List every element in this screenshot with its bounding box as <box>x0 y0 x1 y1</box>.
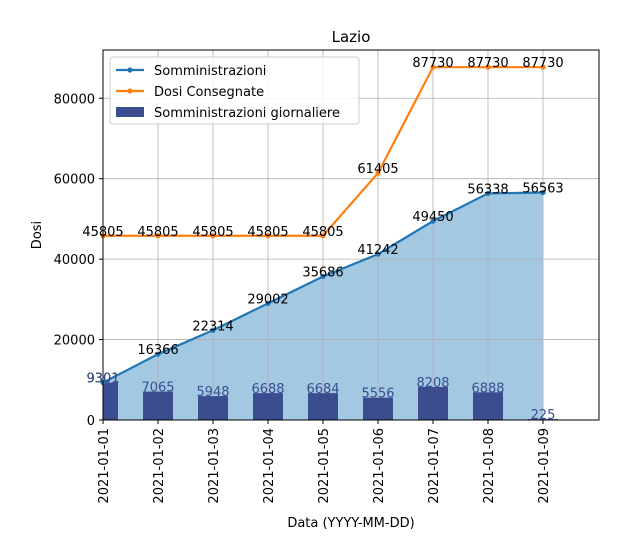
somministrazioni-data-label: 56338 <box>467 182 508 197</box>
y-tick-label: 80000 <box>54 92 95 107</box>
somministrazioni-point <box>430 218 436 224</box>
dosi-consegnate-data-label: 87730 <box>412 56 453 71</box>
bar-data-label: 5948 <box>196 385 229 400</box>
x-tick-label: 2021-01-03 <box>207 428 222 504</box>
dosi-consegnate-point <box>320 233 326 239</box>
dosi-consegnate-data-label: 87730 <box>522 56 563 71</box>
dosi-consegnate-data-label: 61405 <box>357 162 398 177</box>
bar <box>363 397 393 420</box>
legend-label: Dosi Consegnate <box>154 85 264 100</box>
dosi-consegnate-point <box>210 233 216 239</box>
dosi-consegnate-point <box>265 233 271 239</box>
somministrazioni-point <box>485 190 491 197</box>
bar-data-label: 5556 <box>361 387 394 402</box>
dosi-consegnate-data-label: 87730 <box>467 56 508 71</box>
bar-data-label: 6688 <box>251 382 284 397</box>
legend-swatch-bar <box>116 107 144 117</box>
x-tick-label: 2021-01-05 <box>317 428 332 504</box>
somministrazioni-data-label: 16366 <box>137 343 178 358</box>
x-tick-label: 2021-01-06 <box>372 428 387 504</box>
bar-data-label: 225 <box>531 408 556 423</box>
bar <box>143 391 173 420</box>
dosi-consegnate-point <box>375 170 381 176</box>
y-tick-label: 60000 <box>54 173 95 188</box>
somministrazioni-data-label: 9301 <box>86 372 119 387</box>
legend-swatch-marker <box>127 67 133 73</box>
somministrazioni-data-label: 49450 <box>412 210 453 225</box>
legend-label: Somministrazioni giornaliere <box>154 106 340 121</box>
x-tick-label: 2021-01-07 <box>427 428 442 504</box>
y-tick-label: 20000 <box>54 334 95 349</box>
x-tick-label: 2021-01-04 <box>262 428 277 504</box>
somministrazioni-point <box>320 273 326 280</box>
legend-label: Somministrazioni <box>154 64 266 79</box>
legend: Somministrazioni Dosi Consegnate Somminist… <box>109 56 360 125</box>
dosi-consegnate-data-label: 45805 <box>192 225 233 240</box>
bar <box>308 393 338 420</box>
y-tick-label: 40000 <box>54 253 95 268</box>
x-axis-title: Data (YYYY-MM-DD) <box>287 516 414 531</box>
somministrazioni-data-label: 41242 <box>357 243 398 258</box>
x-tick-label: 2021-01-02 <box>152 428 167 504</box>
y-tick-label: 0 <box>87 414 95 429</box>
somministrazioni-data-label: 56563 <box>522 182 563 197</box>
x-tick-label: 2021-01-09 <box>537 428 552 504</box>
bar <box>253 393 283 420</box>
somministrazioni-point <box>210 327 216 333</box>
somministrazioni-data-label: 22314 <box>192 319 233 334</box>
bar <box>198 396 228 420</box>
bar-data-label: 9301 <box>86 372 119 387</box>
dosi-consegnate-point <box>485 64 491 70</box>
somministrazioni-point <box>265 300 271 306</box>
somministrazioni-data-label: 29002 <box>247 292 288 307</box>
x-tick-label: 2021-01-08 <box>482 428 497 504</box>
legend-swatch-marker <box>127 88 133 94</box>
dosi-consegnate-point <box>540 64 546 70</box>
somministrazioni-point <box>155 351 161 357</box>
somministrazioni-point <box>540 189 546 196</box>
chart-title: Lazio <box>332 28 371 46</box>
somministrazioni-data-label: 35686 <box>302 265 343 280</box>
bar-data-label: 8208 <box>416 376 449 391</box>
somministrazioni-point <box>375 251 381 257</box>
dosi-consegnate-data-label: 45805 <box>247 225 288 240</box>
axes-frame <box>102 49 600 421</box>
dosi-consegnate-data-label: 45805 <box>82 225 123 240</box>
y-axis-title: Dosi <box>30 221 45 249</box>
dosi-consegnate-data-label: 45805 <box>302 225 343 240</box>
dosi-consegnate-point <box>430 64 436 70</box>
bar-data-label: 6684 <box>306 382 339 397</box>
bar-data-label: 7065 <box>141 381 174 396</box>
dosi-consegnate-data-label: 45805 <box>137 225 178 240</box>
bar <box>418 386 448 420</box>
bar <box>473 392 503 420</box>
x-tick-label: 2021-01-01 <box>97 428 112 504</box>
plot-area: 0 20000 40000 60000 80000 2021-01-01 2021-01-0… <box>54 49 600 504</box>
bar-data-label: 6888 <box>471 381 504 396</box>
bar <box>103 382 118 420</box>
dosi-consegnate-point <box>155 233 161 239</box>
legend-box <box>109 56 360 125</box>
